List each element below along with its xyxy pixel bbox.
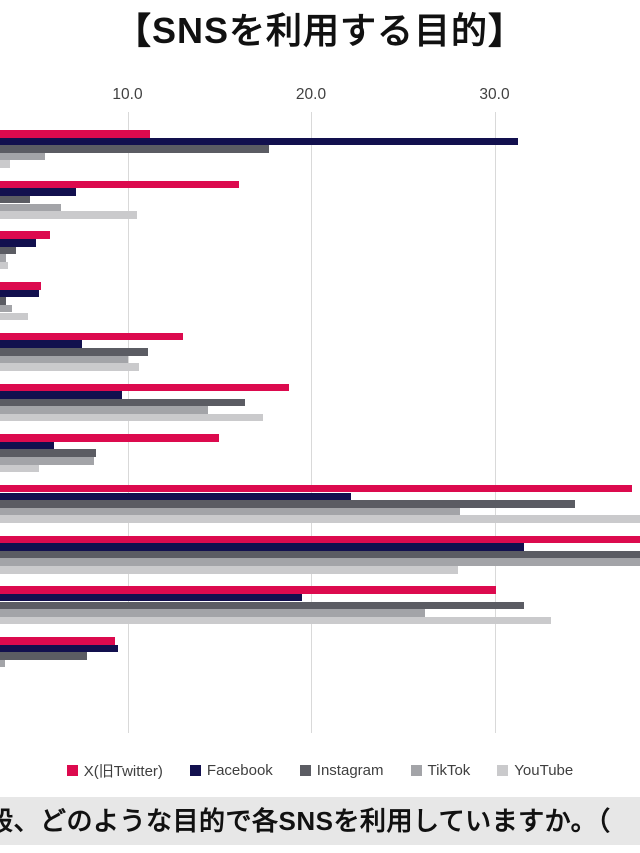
- bar-group10-TikTok: [0, 609, 425, 617]
- chart-title: 【SNSを利用する目的】: [114, 10, 526, 51]
- legend: X(旧Twitter) Facebook Instagram TikTok YouTub…: [0, 757, 640, 783]
- legend-label: TikTok: [427, 761, 471, 779]
- footer-band: 般、どのような目的で各SNSを利用していますか。（: [0, 797, 640, 845]
- bar-group6-X(旧Twitter): [0, 383, 289, 392]
- bar-group1-YouTube: [0, 160, 11, 168]
- bar-group3-Instagram: [0, 246, 16, 255]
- bar-group4-Facebook: [0, 289, 40, 298]
- bar-group4-X(旧Twitter): [0, 282, 42, 290]
- axis-tick-label: 10.0: [112, 86, 143, 103]
- bar-group5-TikTok: [0, 355, 128, 364]
- gridline-30.0: [494, 112, 496, 733]
- legend-item-Instagram: Instagram: [299, 761, 384, 779]
- plot-area: [0, 112, 640, 733]
- bar-group1-Instagram: [0, 145, 269, 153]
- bar-group2-YouTube: [0, 211, 137, 219]
- legend-label: YouTube: [514, 761, 574, 779]
- bar-group3-TikTok: [0, 254, 7, 262]
- bar-group5-Facebook: [0, 340, 82, 348]
- legend-item-Facebook: Facebook: [189, 761, 273, 779]
- bar-group8-X(旧Twitter): [0, 484, 633, 493]
- bar-group1-Facebook: [0, 137, 519, 146]
- bar-group10-Facebook: [0, 593, 302, 602]
- footer-question-text: 般、どのような目的で各SNSを利用していますか。（: [0, 806, 611, 836]
- legend-label: Facebook: [206, 761, 273, 779]
- bar-group9-X(旧Twitter): [0, 535, 640, 544]
- bar-group10-YouTube: [0, 616, 552, 625]
- bar-group11-X(旧Twitter): [0, 637, 115, 645]
- bar-group6-YouTube: [0, 413, 264, 422]
- bar-group9-YouTube: [0, 566, 458, 574]
- bar-group8-Instagram: [0, 500, 576, 508]
- bar-group4-YouTube: [0, 312, 29, 321]
- bar-group9-Facebook: [0, 543, 524, 551]
- bar-group2-Instagram: [0, 195, 31, 204]
- bar-group6-TikTok: [0, 406, 209, 414]
- bar-group9-TikTok: [0, 558, 640, 566]
- axis-tick-label: 20.0: [295, 86, 327, 103]
- bar-group1-X(旧Twitter): [0, 130, 150, 138]
- bar-group4-Instagram: [0, 297, 7, 305]
- bar-group4-TikTok: [0, 304, 12, 313]
- bar-group7-TikTok: [0, 457, 95, 465]
- gridline-20.0: [311, 112, 312, 733]
- legend-swatch-icon: [66, 764, 78, 776]
- bar-group9-Instagram: [0, 550, 640, 559]
- bar-group8-YouTube: [0, 515, 640, 523]
- bar-group5-Instagram: [0, 348, 148, 356]
- legend-swatch-icon: [189, 764, 201, 776]
- bar-group2-TikTok: [0, 203, 62, 212]
- bar-group3-Facebook: [0, 239, 36, 247]
- bar-group7-Facebook: [0, 441, 55, 450]
- legend-item-YouTube: YouTube: [497, 762, 573, 779]
- bar-group1-TikTok: [0, 152, 45, 161]
- bar-group8-Facebook: [0, 492, 352, 501]
- bar-group7-YouTube: [0, 464, 40, 473]
- bar-group5-YouTube: [0, 363, 139, 371]
- legend-swatch-icon: [410, 764, 422, 776]
- bar-group11-TikTok: [0, 659, 5, 668]
- axis-tick-label: 30.0: [479, 86, 510, 103]
- bar-group3-YouTube: [0, 261, 9, 270]
- bar-group11-Instagram: [0, 652, 88, 660]
- value-axis: 10.0 20.0 30.0: [0, 86, 640, 108]
- bar-group7-X(旧Twitter): [0, 434, 220, 442]
- legend-label: X(旧Twitter): [83, 762, 163, 780]
- bar-group11-Facebook: [0, 644, 119, 653]
- bar-group2-Facebook: [0, 188, 77, 196]
- bar-group5-X(旧Twitter): [0, 332, 183, 341]
- bar-group2-X(旧Twitter): [0, 180, 240, 189]
- legend-swatch-icon: [299, 764, 311, 776]
- bar-group8-TikTok: [0, 507, 460, 516]
- bar-group7-Instagram: [0, 449, 97, 457]
- legend-item-X(旧Twitter): X(旧Twitter): [66, 760, 163, 781]
- bar-group6-Instagram: [0, 398, 245, 407]
- bar-group10-Instagram: [0, 601, 524, 610]
- bar-group3-X(旧Twitter): [0, 231, 51, 239]
- legend-label: Instagram: [316, 761, 384, 779]
- bar-group6-Facebook: [0, 391, 122, 399]
- gridline-10.0: [127, 112, 129, 733]
- legend-item-TikTok: TikTok: [410, 761, 471, 779]
- bar-group10-X(旧Twitter): [0, 586, 497, 594]
- legend-swatch-icon: [497, 764, 509, 776]
